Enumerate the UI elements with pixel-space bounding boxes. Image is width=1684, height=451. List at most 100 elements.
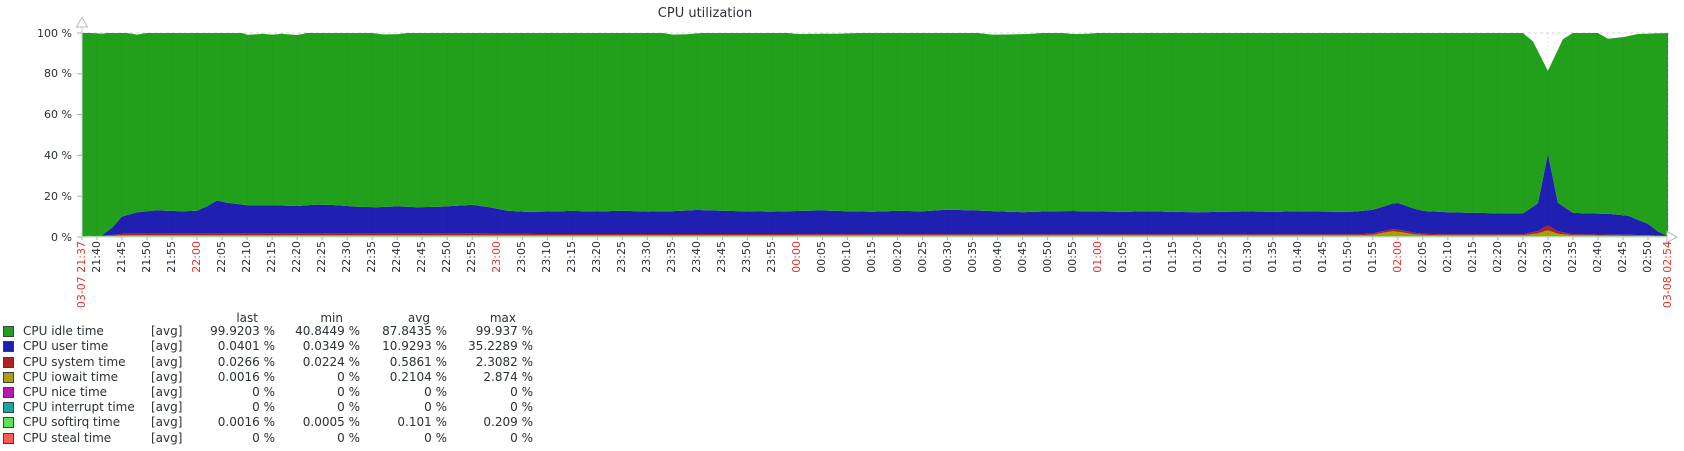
x-axis-label: 23:45 bbox=[715, 241, 729, 273]
x-axis-label: 22:45 bbox=[415, 241, 429, 273]
x-axis-label: 22:00 bbox=[190, 241, 204, 273]
x-axis-label: 01:00 bbox=[1090, 241, 1104, 273]
y-axis-arrow-icon bbox=[75, 16, 89, 28]
legend-swatch-cell bbox=[3, 401, 23, 416]
legend-color-swatch bbox=[3, 387, 14, 399]
x-axis-label: 23:55 bbox=[765, 241, 779, 273]
x-axis-label: 02:50 bbox=[1640, 241, 1654, 273]
legend-item-name: CPU softirq time bbox=[23, 415, 121, 430]
x-axis-label: 02:05 bbox=[1415, 241, 1429, 273]
legend-item-name: CPU iowait time bbox=[23, 369, 119, 384]
x-axis-label: 02:00 bbox=[1390, 241, 1404, 273]
y-axis-label: 80 % bbox=[44, 67, 72, 81]
area-user bbox=[82, 153, 1668, 237]
legend-item-max: 0 % bbox=[510, 430, 533, 445]
x-axis-label: 22:10 bbox=[240, 241, 254, 273]
x-axis-label: 22:20 bbox=[290, 241, 304, 273]
legend-swatch-cell bbox=[3, 416, 23, 431]
x-axis-label: 21:50 bbox=[140, 241, 154, 273]
legend-item-function: [avg] bbox=[151, 385, 183, 400]
legend-item-min: 0 % bbox=[337, 400, 360, 415]
legend-item-avg: 10.9293 % bbox=[382, 339, 447, 354]
plot-area[interactable] bbox=[0, 0, 1684, 290]
legend-item-max: 0 % bbox=[510, 400, 533, 415]
legend-swatch-cell bbox=[3, 356, 23, 371]
x-axis-label: 01:30 bbox=[1240, 241, 1254, 273]
legend-swatch-cell bbox=[3, 340, 23, 355]
legend-item-function: [avg] bbox=[151, 324, 183, 339]
x-axis-label: 23:15 bbox=[565, 241, 579, 273]
legend-color-swatch bbox=[3, 356, 14, 368]
x-axis-label: 01:55 bbox=[1365, 241, 1379, 273]
legend-color-swatch bbox=[3, 326, 14, 338]
x-axis-label: 03-07 21:37 bbox=[75, 241, 88, 309]
x-axis-label: 23:10 bbox=[540, 241, 554, 273]
legend-item-function: [avg] bbox=[151, 430, 183, 445]
x-axis-label: 01:40 bbox=[1290, 241, 1304, 273]
x-axis-label: 00:35 bbox=[965, 241, 979, 273]
legend-item-function: [avg] bbox=[151, 339, 183, 354]
legend-item-function: [avg] bbox=[151, 354, 183, 369]
x-axis-label: 23:50 bbox=[740, 241, 754, 273]
legend-item-avg: 87.8435 % bbox=[382, 324, 447, 339]
legend-item-max: 0 % bbox=[510, 385, 533, 400]
legend-item-name: CPU system time bbox=[23, 354, 126, 369]
legend-item-min: 0.0005 % bbox=[302, 415, 360, 430]
legend-item-function: [avg] bbox=[151, 400, 183, 415]
axes bbox=[75, 16, 1679, 244]
x-axis-label: 01:15 bbox=[1165, 241, 1179, 273]
legend-swatch-cell bbox=[3, 325, 23, 340]
x-axis-label: 01:05 bbox=[1115, 241, 1129, 273]
x-axis-label: 00:25 bbox=[915, 241, 929, 273]
x-axis-label: 22:30 bbox=[340, 241, 354, 273]
x-axis-arrow-icon bbox=[1666, 230, 1679, 244]
x-axis-label: 23:35 bbox=[665, 241, 679, 273]
x-axis-label: 23:05 bbox=[515, 241, 529, 273]
x-axis-label: 00:05 bbox=[815, 241, 829, 273]
y-axis-label: 60 % bbox=[44, 108, 72, 122]
x-axis-label: 22:35 bbox=[365, 241, 379, 273]
legend-item-last: 0 % bbox=[252, 385, 275, 400]
x-axis-label: 00:45 bbox=[1015, 241, 1029, 273]
legend-item-last: 0 % bbox=[252, 400, 275, 415]
x-axis-label: 22:05 bbox=[215, 241, 229, 273]
x-axis-label: 00:55 bbox=[1065, 241, 1079, 273]
legend-item-name: CPU interrupt time bbox=[23, 400, 135, 415]
legend-color-swatch bbox=[3, 432, 14, 444]
legend-item-last: 0.0016 % bbox=[217, 369, 275, 384]
legend-color-swatch bbox=[3, 417, 14, 429]
stacked-areas bbox=[82, 33, 1668, 237]
x-axis-label: 01:10 bbox=[1140, 241, 1154, 273]
x-axis-label: 22:50 bbox=[440, 241, 454, 273]
x-axis-label: 02:45 bbox=[1615, 241, 1629, 273]
legend-item-avg: 0.5861 % bbox=[389, 354, 447, 369]
legend-item-last: 99.9203 % bbox=[210, 324, 275, 339]
legend-color-swatch bbox=[3, 402, 14, 414]
x-axis-label: 00:00 bbox=[790, 241, 804, 273]
x-axis-label: 01:20 bbox=[1190, 241, 1204, 273]
legend-item-max: 0.209 % bbox=[483, 415, 533, 430]
legend-header-spacer bbox=[3, 312, 23, 325]
x-axis-label: 02:20 bbox=[1490, 241, 1504, 273]
legend-item-last: 0.0401 % bbox=[217, 339, 275, 354]
x-axis-label: 22:55 bbox=[465, 241, 479, 273]
legend-swatch-cell bbox=[3, 432, 23, 447]
x-axis-label: 03-08 02:54 bbox=[1661, 241, 1674, 309]
x-axis-label: 23:40 bbox=[690, 241, 704, 273]
legend-item-min: 0.0349 % bbox=[302, 339, 360, 354]
legend-item-avg: 0 % bbox=[424, 400, 447, 415]
x-axis-label: 01:25 bbox=[1215, 241, 1229, 273]
x-axis-label: 21:45 bbox=[115, 241, 129, 273]
y-axis-label: 20 % bbox=[44, 189, 72, 203]
x-axis-label: 00:15 bbox=[865, 241, 879, 273]
legend-color-swatch bbox=[3, 371, 14, 383]
area-system bbox=[82, 225, 1668, 237]
legend-item-min: 40.8449 % bbox=[295, 324, 360, 339]
x-axis-label: 00:40 bbox=[990, 241, 1004, 273]
legend-item-avg: 0.101 % bbox=[397, 415, 447, 430]
legend-swatch-cell bbox=[3, 371, 23, 386]
y-axis-label: 40 % bbox=[44, 148, 72, 162]
legend-item-min: 0 % bbox=[337, 430, 360, 445]
legend-item-avg: 0.2104 % bbox=[389, 369, 447, 384]
